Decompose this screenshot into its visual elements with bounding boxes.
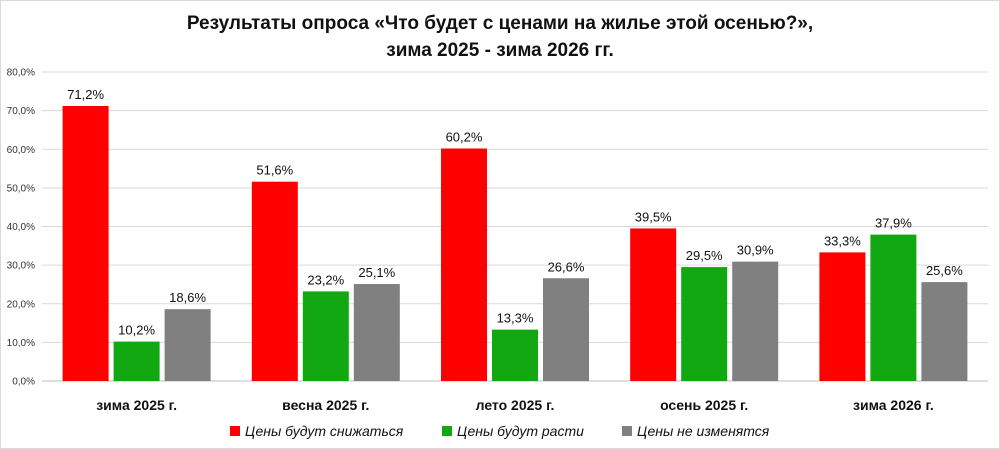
category-label: лето 2025 г. [476, 397, 555, 413]
data-label: 39,5% [635, 209, 672, 224]
bar-1-2 [251, 181, 298, 381]
data-label: 60,2% [446, 129, 483, 144]
bar-1-3 [441, 148, 487, 381]
data-label: 25,1% [358, 265, 395, 280]
y-tick-label: 30,0% [7, 261, 35, 272]
category-label: зима 2026 г. [853, 397, 934, 413]
data-label: 29,5% [686, 248, 723, 263]
bars [62, 105, 968, 382]
chart-title-line-1: Результаты опроса «Что будет с ценами на… [187, 13, 813, 34]
legend-swatch [230, 426, 240, 436]
bar-2-3 [492, 329, 538, 381]
data-label: 37,9% [875, 216, 912, 231]
bar-1-1 [62, 105, 109, 382]
bar-3-2 [353, 284, 400, 381]
y-tick-label: 40,0% [7, 222, 35, 233]
data-label: 13,3% [497, 311, 534, 326]
bar-3-5 [921, 282, 968, 381]
chart-title-line-2: зима 2025 - зима 2026 гг. [386, 40, 613, 61]
bar-1-4 [630, 228, 677, 381]
data-label: 18,6% [169, 290, 206, 305]
data-label: 10,2% [118, 323, 155, 338]
legend-swatch [622, 426, 632, 436]
bar-2-1 [113, 341, 160, 381]
legend-label: Цены будут расти [457, 423, 584, 439]
bar-3-4 [732, 261, 779, 381]
bar-3-3 [543, 278, 589, 381]
y-tick-label: 80,0% [7, 68, 35, 79]
y-tick-label: 50,0% [7, 183, 35, 194]
category-label: весна 2025 г. [282, 397, 369, 413]
y-tick-label: 10,0% [7, 338, 35, 349]
bar-2-4 [681, 267, 728, 381]
legend-label: Цены не изменятся [637, 423, 770, 439]
data-label: 25,6% [926, 263, 963, 278]
bar-3-1 [164, 309, 211, 381]
y-tick-label: 60,0% [7, 145, 35, 156]
category-label: осень 2025 г. [660, 397, 748, 413]
y-tick-label: 20,0% [7, 299, 35, 310]
data-label: 30,9% [737, 243, 774, 258]
category-label: зима 2025 г. [96, 397, 177, 413]
legend-swatch [442, 426, 452, 436]
legend-label: Цены будут снижаться [245, 423, 404, 439]
data-labels: 71,2% 10,2% 18,6% 51,6% 23,2% 25,1% 60,2% 13,3%… [67, 87, 963, 338]
data-label: 51,6% [256, 163, 293, 178]
bar-1-5 [819, 252, 866, 381]
legend: Цены будут снижаться Цены будут расти Цены… [230, 423, 770, 439]
bar-2-5 [870, 234, 917, 381]
y-tick-label: 70,0% [7, 106, 35, 117]
data-label: 26,6% [548, 259, 585, 274]
data-label: 71,2% [67, 87, 104, 102]
bar-2-2 [302, 291, 349, 381]
y-axis-ticks: 0,0% 10,0% 20,0% 30,0% 40,0% 50,0% 60,0% 70,0% 8… [7, 68, 35, 388]
data-label: 23,2% [307, 272, 344, 287]
x-axis-categories: зима 2025 г. весна 2025 г. лето 2025 г. осе… [96, 397, 934, 413]
data-label: 33,3% [824, 233, 861, 248]
y-tick-label: 0,0% [12, 377, 35, 388]
